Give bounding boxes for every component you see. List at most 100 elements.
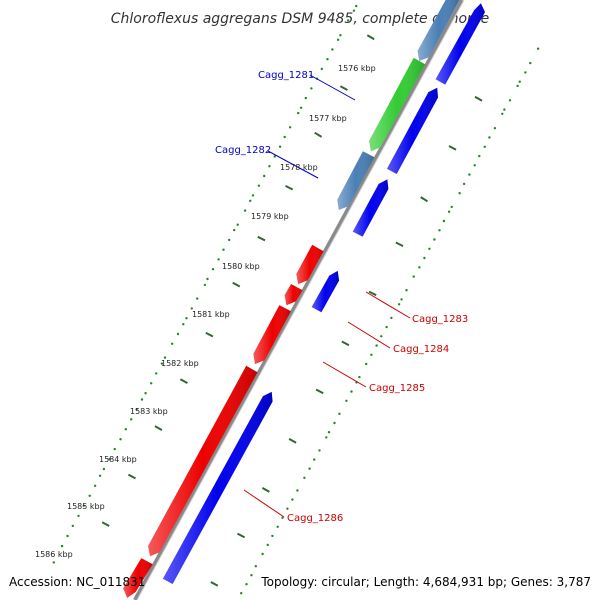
ring-dot (365, 362, 368, 366)
ring-dot (196, 297, 199, 300)
gene-label-cagg-1285[interactable]: Cagg_1285 (369, 383, 425, 394)
ring-dot (536, 47, 540, 50)
ring-dot (390, 316, 393, 320)
gene-label-cagg-1283[interactable]: Cagg_1283 (412, 314, 468, 325)
kbp-label: 1581 kbp (192, 310, 230, 319)
kbp-tick (101, 521, 110, 527)
ring-dot (249, 199, 252, 202)
ring-dot (339, 34, 342, 37)
kbp-label: 1578 kbp (280, 163, 318, 172)
ring-dot (233, 228, 236, 232)
ring-dot (211, 268, 215, 271)
gene-block-shade (162, 391, 273, 584)
kbp-tick (420, 196, 429, 203)
ring-dot (119, 438, 122, 441)
ring-dot (82, 504, 86, 507)
ring-dot (266, 543, 269, 547)
kbp-label: 1585 kbp (67, 502, 105, 511)
ring-dot (442, 219, 446, 223)
ring-dot (171, 342, 174, 345)
ring-dot (313, 458, 316, 461)
ring-dot (182, 323, 185, 326)
gene-label-cagg-1284[interactable]: Cagg_1284 (393, 344, 449, 355)
ring-dot (150, 382, 153, 385)
ring-dot (278, 145, 282, 148)
ring-dot (185, 317, 188, 320)
kbp-tick (257, 235, 266, 242)
kbp-tick (315, 388, 324, 395)
ring-dot (263, 174, 266, 178)
ring-dot (308, 467, 311, 470)
kbp-tick (366, 34, 375, 41)
gene-block-shade (148, 365, 258, 557)
gene-block-shade (123, 558, 153, 598)
ring-dot (245, 583, 248, 586)
ring-dot (501, 112, 504, 116)
leader-line (347, 321, 391, 349)
kbp-tick (339, 85, 348, 91)
ring-dot (155, 372, 158, 375)
ring-dot (488, 136, 491, 139)
ring-dot (228, 238, 231, 242)
kbp-tick (285, 185, 294, 191)
ring-dot (516, 84, 519, 88)
ring-dot (503, 108, 506, 111)
ring-dot (412, 275, 415, 278)
kbp-label: 1583 kbp (130, 407, 168, 416)
kbp-tick (232, 281, 241, 288)
ring-dot (283, 135, 286, 139)
kbp-label: 1586 kbp (35, 550, 73, 559)
ring-dot (276, 525, 279, 528)
gene-names: Cagg_1281 Cagg_1282 Cagg_1283 Cagg_1284 … (215, 70, 468, 524)
kbp-tick (474, 95, 483, 102)
ring-dot (98, 474, 102, 477)
ring-dot (144, 392, 147, 395)
kbp-tick (448, 145, 457, 151)
ring-dot (124, 428, 128, 431)
ring-dot (418, 266, 421, 269)
ring-dot (325, 436, 328, 439)
ring-dot (291, 498, 294, 501)
leader-line (267, 150, 319, 179)
ring-dot (405, 289, 408, 292)
gene-label-cagg-1282[interactable]: Cagg_1282 (215, 145, 271, 156)
gene-block-shade (435, 3, 485, 85)
ring-dot (296, 489, 299, 492)
kbp-label: 1579 kbp (251, 212, 289, 221)
ring-dot (243, 209, 247, 212)
gene-block-shade (296, 244, 324, 285)
ring-dot (261, 552, 264, 556)
kbp-tick (237, 532, 246, 539)
ring-dot (524, 71, 527, 74)
ring-dot (345, 399, 348, 402)
ring-dot (483, 145, 486, 148)
gene-block-shade (352, 179, 389, 237)
gene-block-shade (387, 87, 438, 174)
ring-dot (304, 96, 307, 100)
ring-dot (222, 248, 225, 251)
ring-dot (160, 362, 164, 365)
ring-dot (450, 205, 453, 209)
gene-label-cagg-1281[interactable]: Cagg_1281 (258, 70, 314, 81)
kbp-tick (288, 438, 297, 444)
ring-dot (108, 457, 111, 461)
ring-dot (163, 356, 167, 359)
kbp-tick (210, 581, 219, 587)
ring-dot (257, 184, 261, 187)
ring-dot (326, 58, 329, 61)
kbp-label: 1580 kbp (222, 262, 260, 271)
ring-dot (268, 165, 271, 168)
ring-dot (113, 447, 116, 451)
ring-dot (438, 229, 441, 232)
ring-dot (318, 449, 321, 452)
ring-dot (493, 127, 497, 130)
kbp-tick (154, 425, 163, 431)
ring-dot (77, 514, 80, 518)
ring-dot (240, 592, 243, 595)
kbp-tick (395, 241, 404, 247)
ring-dot (251, 194, 255, 197)
genome-backbone-shadow (136, 0, 465, 600)
gene-label-cagg-1286[interactable]: Cagg_1286 (287, 513, 343, 524)
leader-line (243, 489, 285, 518)
gene-block-shade (253, 305, 291, 364)
